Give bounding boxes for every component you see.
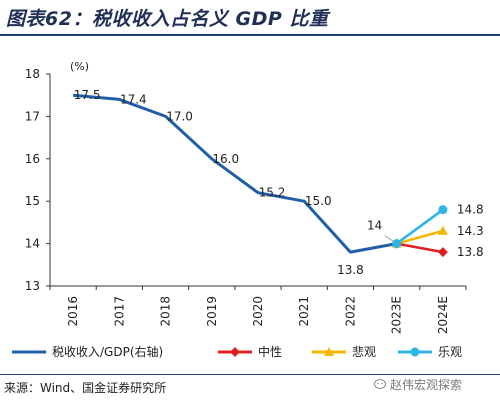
data-label: 15.0	[305, 194, 332, 208]
data-label: 13.8	[457, 245, 484, 259]
data-point-marker	[437, 225, 448, 235]
legend-marker	[324, 347, 334, 356]
y-tick-label: 14	[25, 237, 40, 251]
data-point-marker	[392, 239, 402, 249]
x-tick-label: 2016	[66, 296, 80, 327]
chart-data-labels: 17.5 17.4 17.0 16.0 15.2 15.0 13.8 14 13.8 14.3 14…	[74, 88, 484, 277]
legend-item: 税收收入/GDP(右轴)	[12, 344, 163, 359]
x-tick-label: 2019	[205, 296, 219, 327]
series-line	[72, 93, 397, 254]
chart-title: 图表62：税收收入占名义 GDP 比重	[6, 8, 329, 30]
leader-line	[384, 235, 394, 242]
data-label: 17.4	[120, 92, 147, 106]
y-tick-label: 13	[25, 279, 40, 293]
legend-item: 中性	[218, 344, 282, 359]
x-tick-label: 2018	[159, 296, 173, 327]
legend-label: 悲观	[352, 344, 376, 359]
title-divider	[0, 34, 500, 36]
series-line	[395, 208, 444, 245]
x-tick-label: 2022	[343, 296, 357, 327]
x-tick-label: 2023E	[390, 296, 404, 334]
data-label: 15.2	[259, 186, 286, 200]
wechat-icon	[374, 379, 386, 389]
source-note: 来源：Wind、国金证券研究所	[4, 381, 167, 395]
data-label: 14.3	[457, 224, 484, 238]
y-tick-label: 18	[25, 67, 40, 81]
y-tick-label: 16	[25, 152, 40, 166]
chart-lines	[72, 93, 444, 254]
line-chart: 13 14 15 16 17 18 (%) 2016 2017 2018 2019 2020 2021 2…	[12, 60, 484, 359]
legend-label: 中性	[258, 344, 282, 359]
chart-markers	[391, 205, 448, 258]
legend-item: 悲观	[312, 344, 376, 359]
chart-legend: 税收收入/GDP(右轴) 中性 悲观 乐观	[12, 344, 462, 359]
x-tick-label: 2020	[251, 296, 265, 327]
x-tick-label: 2021	[297, 296, 311, 327]
series-line	[396, 242, 444, 254]
series-line	[396, 229, 444, 245]
watermark: 赵伟宏观探索	[390, 378, 463, 392]
data-label: 13.8	[337, 263, 364, 277]
data-label: 17.5	[74, 88, 101, 102]
legend-marker	[230, 347, 240, 357]
data-label: 14	[367, 219, 382, 233]
legend-marker	[410, 347, 420, 357]
data-label: 17.0	[166, 109, 193, 123]
data-label: 16.0	[212, 152, 239, 166]
data-point-marker	[438, 205, 448, 215]
data-point-marker	[437, 247, 448, 258]
legend-label: 税收收入/GDP(右轴)	[52, 344, 163, 359]
y-tick-label: 15	[25, 194, 40, 208]
legend-item: 乐观	[398, 345, 462, 359]
data-label: 14.8	[457, 203, 484, 217]
footer-divider	[0, 374, 500, 375]
y-tick-label: 17	[25, 109, 40, 123]
x-tick-label: 2017	[112, 296, 126, 327]
y-axis-unit: (%)	[70, 60, 89, 73]
x-tick-label: 2024E	[436, 296, 450, 334]
chart-axes: 13 14 15 16 17 18 (%) 2016 2017 2018 2019 2020 2021 2…	[25, 60, 467, 334]
legend-label: 乐观	[438, 345, 462, 359]
